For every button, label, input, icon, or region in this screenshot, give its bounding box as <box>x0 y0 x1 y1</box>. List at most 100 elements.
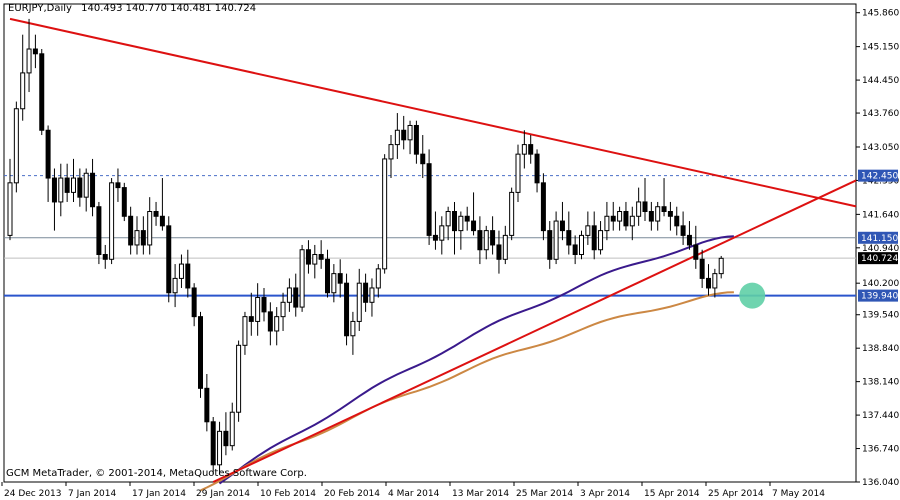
candle[interactable] <box>521 130 527 169</box>
candle[interactable] <box>96 201 102 265</box>
candle[interactable] <box>344 273 350 346</box>
candle[interactable] <box>363 273 369 312</box>
candle[interactable] <box>534 149 540 193</box>
candle[interactable] <box>217 421 223 475</box>
candle[interactable] <box>236 340 242 422</box>
candle[interactable] <box>623 201 629 231</box>
candle[interactable] <box>598 221 604 255</box>
candle[interactable] <box>540 173 546 241</box>
candle[interactable] <box>293 273 299 317</box>
candle[interactable] <box>32 34 38 69</box>
candle[interactable] <box>617 206 623 231</box>
candle[interactable] <box>712 268 718 298</box>
candle[interactable] <box>610 201 616 231</box>
candle[interactable] <box>229 402 235 451</box>
candle[interactable] <box>134 216 140 255</box>
candle[interactable] <box>559 201 565 241</box>
candle[interactable] <box>693 225 699 269</box>
candle[interactable] <box>64 163 70 202</box>
candle[interactable] <box>394 113 400 159</box>
candle[interactable] <box>128 206 134 255</box>
candle[interactable] <box>51 168 57 231</box>
trendline-1[interactable] <box>212 179 857 483</box>
candle[interactable] <box>166 216 172 303</box>
candle[interactable] <box>674 206 680 236</box>
candle[interactable] <box>198 311 203 398</box>
candle[interactable] <box>267 302 273 346</box>
candle[interactable] <box>159 178 165 231</box>
candle[interactable] <box>331 264 337 303</box>
candle[interactable] <box>490 216 496 255</box>
candle[interactable] <box>71 158 76 202</box>
candle[interactable] <box>109 178 115 265</box>
candle[interactable] <box>706 264 711 296</box>
candle[interactable] <box>153 201 159 226</box>
candle[interactable] <box>312 244 318 279</box>
candle[interactable] <box>191 283 197 327</box>
candle[interactable] <box>699 249 705 288</box>
candle[interactable] <box>20 34 26 121</box>
candle[interactable] <box>413 120 419 164</box>
candle[interactable] <box>407 120 413 155</box>
candle[interactable] <box>515 144 521 202</box>
candle[interactable] <box>591 211 597 260</box>
candle[interactable] <box>388 135 394 179</box>
candle[interactable] <box>39 49 45 136</box>
candle[interactable] <box>185 249 191 298</box>
candle[interactable] <box>318 240 324 269</box>
candle[interactable] <box>299 244 305 312</box>
candle[interactable] <box>210 417 216 475</box>
candle[interactable] <box>420 135 426 179</box>
candle[interactable] <box>102 244 108 269</box>
candle[interactable] <box>426 149 432 245</box>
candle[interactable] <box>585 211 591 245</box>
candle[interactable] <box>566 211 572 255</box>
candle[interactable] <box>45 125 51 202</box>
candle[interactable] <box>439 216 445 255</box>
candle[interactable] <box>350 311 356 355</box>
candle[interactable] <box>305 240 311 274</box>
candle[interactable] <box>528 135 534 164</box>
candle[interactable] <box>325 249 330 298</box>
candle[interactable] <box>286 278 292 312</box>
candle[interactable] <box>483 225 489 260</box>
candle[interactable] <box>680 211 686 245</box>
candle[interactable] <box>464 206 470 231</box>
candle[interactable] <box>90 158 96 217</box>
candle[interactable] <box>83 168 89 212</box>
candle[interactable] <box>242 311 248 355</box>
candle[interactable] <box>636 187 642 226</box>
candle[interactable] <box>458 211 464 250</box>
candle[interactable] <box>178 254 184 288</box>
candle[interactable] <box>13 101 19 193</box>
candle[interactable] <box>401 115 407 150</box>
candle[interactable] <box>115 168 121 202</box>
candle[interactable] <box>274 307 280 346</box>
candle[interactable] <box>140 216 146 255</box>
candle[interactable] <box>509 187 515 241</box>
candle[interactable] <box>356 268 362 331</box>
candle[interactable] <box>547 221 553 269</box>
candle[interactable] <box>496 230 502 274</box>
candle[interactable] <box>26 18 32 93</box>
candle[interactable] <box>629 206 635 241</box>
candle[interactable] <box>572 235 578 265</box>
candle[interactable] <box>471 192 477 236</box>
candle[interactable] <box>661 178 667 217</box>
candle[interactable] <box>337 259 343 298</box>
candle[interactable] <box>255 283 261 336</box>
candle[interactable] <box>77 168 83 207</box>
candle[interactable] <box>172 264 178 308</box>
candle[interactable] <box>579 230 584 260</box>
candle[interactable] <box>7 158 13 241</box>
candle[interactable] <box>261 287 267 322</box>
candle[interactable] <box>686 221 692 250</box>
candle[interactable] <box>553 211 559 265</box>
candle[interactable] <box>369 278 375 317</box>
candle[interactable] <box>452 201 457 255</box>
candle[interactable] <box>642 178 648 222</box>
candle[interactable] <box>667 201 673 231</box>
candle[interactable] <box>121 182 127 222</box>
